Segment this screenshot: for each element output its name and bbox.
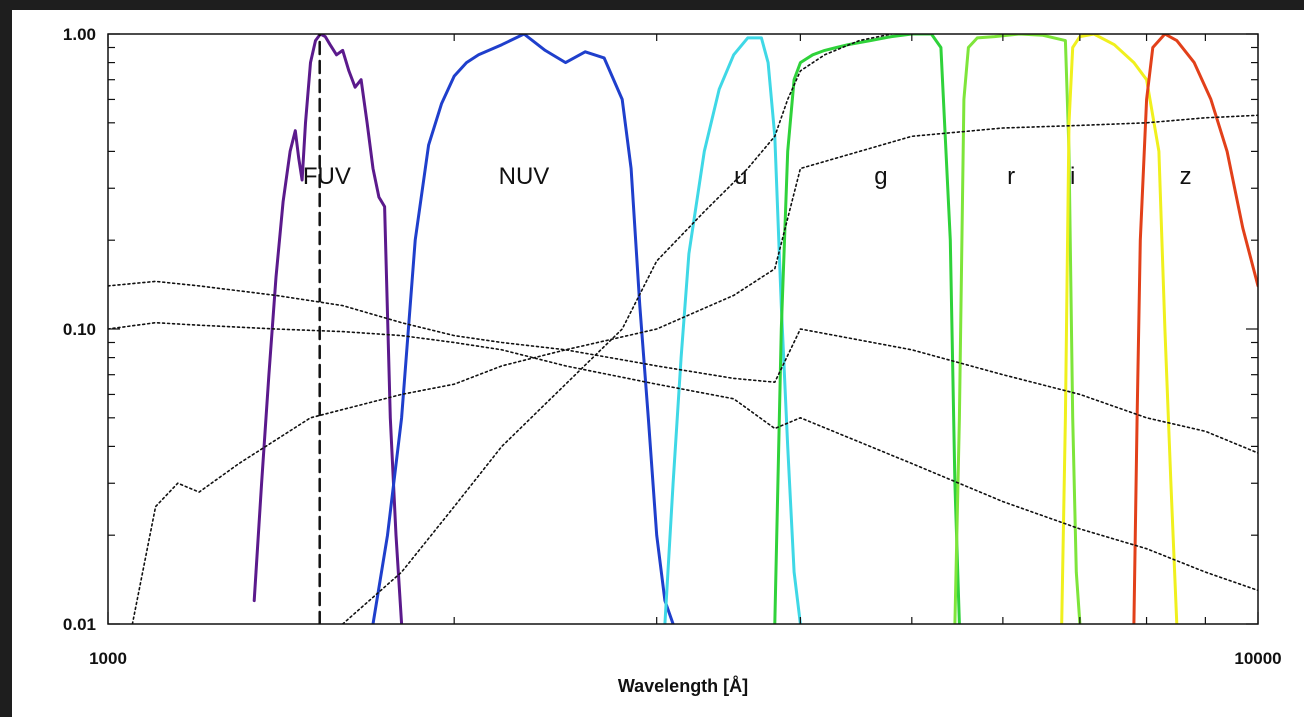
series-line-fuv [252,34,404,624]
series-line-nuv [371,34,675,624]
spectrum-line-11 [341,34,893,624]
band-label-g: g [874,163,887,190]
series-line-i [1060,34,1179,624]
filter-transmission-chart: 1000 10000 1.00 0.10 0.01 FUV NUV u g r i z Wavele… [63,25,1282,696]
spectrum-line-10 [131,114,1258,624]
series-line-r [953,34,1082,624]
x-axis-title: Wavelength [Å] [618,676,748,696]
series-layer [108,34,1258,624]
band-label-nuv: NUV [499,163,550,190]
band-label-r: r [1007,163,1015,190]
x-tick-label: 1000 [89,649,127,668]
chart-panel: 1000 10000 1.00 0.10 0.01 FUV NUV u g r i z Wavele… [12,10,1304,717]
band-label-u: u [734,163,747,190]
series-line-u [663,36,802,624]
spectrum-line-8 [108,280,1258,454]
spectrum-line-9 [108,321,1258,592]
band-label-fuv: FUV [303,163,351,190]
band-label-i: i [1070,163,1075,190]
series-line-z [1132,34,1258,624]
y-tick-label: 0.01 [63,615,96,634]
band-label-layer: FUV NUV u g r i z [303,163,1192,190]
y-tick-label: 1.00 [63,25,96,44]
x-tick-label: 10000 [1234,649,1281,668]
tick-layer: 1000 10000 1.00 0.10 0.01 [63,25,1282,668]
y-tick-label: 0.10 [63,320,96,339]
band-label-z: z [1180,163,1192,190]
